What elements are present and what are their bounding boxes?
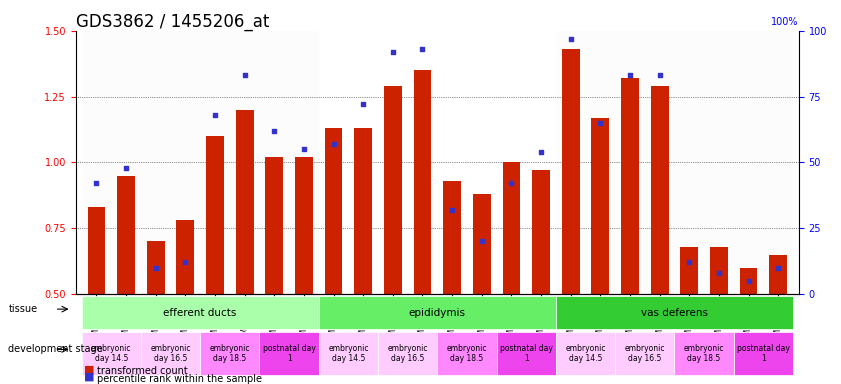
Bar bbox=[740, 268, 758, 384]
Point bbox=[623, 73, 637, 79]
Text: postnatal day
1: postnatal day 1 bbox=[737, 344, 790, 363]
Bar bbox=[206, 136, 224, 384]
Bar bbox=[503, 162, 521, 384]
Bar bbox=[87, 207, 105, 384]
Bar bbox=[354, 128, 372, 384]
Bar bbox=[532, 170, 550, 384]
Bar bbox=[266, 157, 283, 384]
FancyBboxPatch shape bbox=[733, 332, 793, 376]
Bar bbox=[443, 181, 461, 384]
Text: epididymis: epididymis bbox=[409, 308, 466, 318]
Point bbox=[742, 278, 755, 284]
Text: efferent ducts: efferent ducts bbox=[163, 308, 237, 318]
Bar bbox=[770, 255, 787, 384]
FancyBboxPatch shape bbox=[260, 332, 319, 376]
Bar bbox=[147, 242, 165, 384]
Point bbox=[446, 207, 459, 213]
Bar bbox=[414, 70, 431, 384]
Point bbox=[209, 112, 222, 118]
Bar bbox=[591, 118, 609, 384]
Text: 100%: 100% bbox=[771, 17, 799, 27]
Bar bbox=[325, 128, 342, 384]
Text: transformed count: transformed count bbox=[97, 366, 188, 376]
FancyBboxPatch shape bbox=[319, 332, 378, 376]
FancyBboxPatch shape bbox=[82, 332, 141, 376]
Text: postnatal day
1: postnatal day 1 bbox=[262, 344, 315, 363]
FancyBboxPatch shape bbox=[674, 332, 733, 376]
Point bbox=[564, 36, 578, 42]
Point bbox=[90, 180, 103, 187]
Bar bbox=[651, 86, 669, 384]
FancyBboxPatch shape bbox=[556, 296, 793, 329]
Bar bbox=[562, 49, 579, 384]
Text: ■: ■ bbox=[84, 372, 94, 382]
Point bbox=[386, 49, 399, 55]
Text: embryonic
day 16.5: embryonic day 16.5 bbox=[625, 344, 665, 363]
Bar bbox=[177, 220, 194, 384]
Point bbox=[178, 259, 192, 265]
Point bbox=[267, 128, 281, 134]
FancyBboxPatch shape bbox=[82, 296, 319, 329]
FancyBboxPatch shape bbox=[200, 332, 260, 376]
Text: embryonic
day 14.5: embryonic day 14.5 bbox=[328, 344, 368, 363]
Bar bbox=[680, 247, 698, 384]
Text: GDS3862 / 1455206_at: GDS3862 / 1455206_at bbox=[76, 13, 269, 31]
Point bbox=[534, 149, 547, 155]
Text: tissue: tissue bbox=[8, 304, 38, 314]
FancyBboxPatch shape bbox=[437, 332, 496, 376]
Bar bbox=[384, 86, 402, 384]
FancyBboxPatch shape bbox=[556, 332, 615, 376]
Point bbox=[683, 259, 696, 265]
Text: embryonic
day 18.5: embryonic day 18.5 bbox=[447, 344, 487, 363]
Bar bbox=[710, 247, 727, 384]
Point bbox=[475, 238, 489, 245]
Point bbox=[119, 165, 133, 171]
Text: embryonic
day 14.5: embryonic day 14.5 bbox=[91, 344, 131, 363]
Text: embryonic
day 16.5: embryonic day 16.5 bbox=[151, 344, 191, 363]
Point bbox=[149, 265, 162, 271]
Text: embryonic
day 18.5: embryonic day 18.5 bbox=[684, 344, 724, 363]
Point bbox=[297, 146, 310, 152]
Text: embryonic
day 14.5: embryonic day 14.5 bbox=[565, 344, 606, 363]
Point bbox=[771, 265, 785, 271]
FancyBboxPatch shape bbox=[615, 332, 674, 376]
Point bbox=[653, 73, 666, 79]
Bar bbox=[82, 31, 319, 294]
Point bbox=[505, 180, 518, 187]
Bar bbox=[473, 194, 490, 384]
Text: embryonic
day 18.5: embryonic day 18.5 bbox=[209, 344, 250, 363]
Bar bbox=[117, 175, 135, 384]
Text: percentile rank within the sample: percentile rank within the sample bbox=[97, 374, 262, 384]
FancyBboxPatch shape bbox=[141, 332, 200, 376]
Bar bbox=[235, 110, 253, 384]
Text: embryonic
day 16.5: embryonic day 16.5 bbox=[388, 344, 428, 363]
FancyBboxPatch shape bbox=[319, 296, 556, 329]
Text: postnatal day
1: postnatal day 1 bbox=[500, 344, 553, 363]
Bar bbox=[556, 31, 793, 294]
Text: vas deferens: vas deferens bbox=[641, 308, 708, 318]
Point bbox=[327, 141, 341, 147]
Point bbox=[712, 270, 726, 276]
Bar bbox=[621, 78, 639, 384]
Text: development stage: development stage bbox=[8, 344, 103, 354]
FancyBboxPatch shape bbox=[496, 332, 556, 376]
Point bbox=[594, 120, 607, 126]
Bar bbox=[319, 31, 556, 294]
Text: ■: ■ bbox=[84, 364, 94, 374]
Point bbox=[238, 73, 251, 79]
Point bbox=[415, 46, 429, 52]
FancyBboxPatch shape bbox=[378, 332, 437, 376]
Bar bbox=[295, 157, 313, 384]
Point bbox=[357, 101, 370, 108]
